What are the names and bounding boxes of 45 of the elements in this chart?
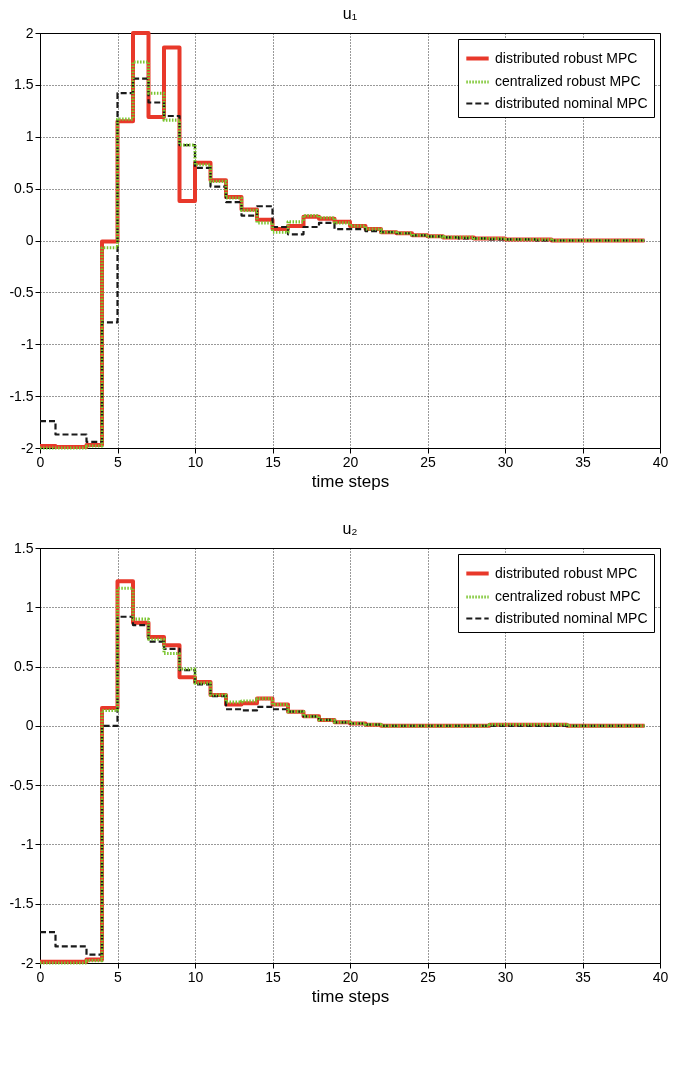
x-tick-label: 25 [420,453,436,470]
x-tick-label: 0 [36,968,45,985]
x-tick-label: 35 [575,453,591,470]
x-tick-label: 0 [36,453,45,470]
x-tick-label: 25 [420,968,436,985]
y-tick-label: 1 [25,128,34,145]
x-tick-label: 40 [652,453,669,470]
legend-label: distributed robust MPC [495,564,638,581]
x-tick-label: 35 [575,968,591,985]
y-tick-label: 1.5 [14,539,34,556]
y-tick-label: 2 [25,24,34,41]
y-tick-label: 0.5 [14,658,34,675]
x-tick-label: 5 [114,968,123,985]
x-tick-label: 20 [342,968,359,985]
y-tick-label: 0 [25,717,34,734]
x-tick-label: 30 [497,968,514,985]
legend-label: centralized robust MPC [495,73,641,89]
y-tick-label: 0.5 [14,180,34,197]
legend-label: distributed robust MPC [495,49,638,66]
x-tick-label: 40 [652,968,669,985]
y-tick-label: 0 [25,232,34,248]
y-tick-label: -1.5 [9,895,34,912]
legend-label: distributed nominal MPC [495,609,648,626]
y-tick-label: -0.5 [9,283,34,300]
y-tick-label: 1 [25,598,34,615]
x-tick-label: 20 [342,453,359,470]
legend-label: centralized robust MPC [495,588,641,604]
y-tick-label: -1 [21,835,34,852]
x-tick-label: 30 [497,453,514,470]
x-tick-label: 15 [265,968,281,985]
legend-label: distributed nominal MPC [495,94,648,111]
y-tick-label: 1.5 [14,76,34,93]
x-tick-label: 5 [114,453,123,470]
x-tick-label: 10 [187,453,204,470]
x-axis-title: time steps [311,986,390,1006]
y-tick-label: -2 [21,954,34,971]
x-tick-label: 15 [265,453,281,470]
chart-title: u₂ [342,520,358,537]
chart-title: u₁ [342,5,358,22]
x-axis-title: time steps [311,471,390,491]
y-tick-label: -1 [21,335,34,352]
y-tick-label: -2 [21,439,34,456]
y-tick-label: -0.5 [9,776,34,793]
y-tick-label: -1.5 [9,387,34,404]
x-tick-label: 10 [187,968,204,985]
